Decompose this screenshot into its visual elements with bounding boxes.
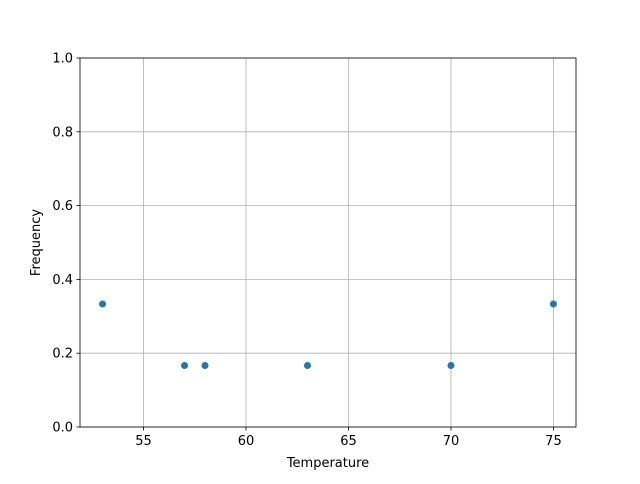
data-points — [99, 300, 557, 369]
data-point — [99, 300, 107, 308]
y-tick-label: 0.6 — [52, 199, 73, 214]
data-point — [181, 361, 189, 369]
y-tick-label: 0.2 — [52, 347, 73, 362]
x-tick-label: 55 — [135, 434, 152, 449]
y-tick-label: 0.0 — [52, 421, 73, 436]
data-point — [201, 361, 209, 369]
y-tick-label: 1.0 — [52, 52, 73, 67]
ticks: 55 60 65 70 75 0.0 0.2 0.4 0.6 0.8 1.0 — [52, 52, 561, 450]
x-tick-label: 60 — [238, 434, 255, 449]
y-axis-label: Frequency — [29, 209, 44, 276]
grid — [80, 57, 576, 428]
y-tick-label: 0.8 — [52, 125, 73, 140]
y-tick-label: 0.4 — [52, 273, 73, 288]
x-tick-label: 65 — [340, 434, 357, 449]
x-axis-label: Temperature — [286, 456, 369, 471]
data-point — [304, 361, 312, 369]
x-tick-label: 75 — [545, 434, 562, 449]
x-tick-label: 70 — [443, 434, 460, 449]
plot-frame — [79, 57, 577, 428]
data-point — [549, 300, 557, 308]
data-point — [447, 361, 455, 369]
